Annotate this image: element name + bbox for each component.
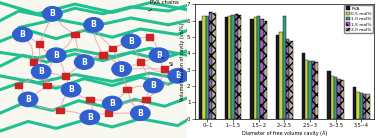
Text: PVA chains: PVA chains	[149, 0, 178, 11]
Bar	[209, 12, 212, 119]
Bar	[105, 110, 112, 116]
Bar	[56, 108, 64, 113]
Text: B: B	[25, 95, 31, 104]
Circle shape	[46, 48, 66, 62]
Text: B: B	[128, 37, 134, 46]
Bar	[142, 97, 150, 102]
Bar	[238, 15, 242, 119]
Bar	[334, 77, 338, 119]
Bar	[290, 41, 293, 119]
Bar	[331, 76, 334, 119]
Circle shape	[74, 55, 94, 69]
Text: B: B	[81, 58, 87, 67]
Text: B: B	[138, 109, 143, 118]
Bar	[312, 61, 315, 119]
Bar	[283, 16, 286, 119]
Circle shape	[19, 92, 38, 107]
Circle shape	[149, 48, 169, 62]
Bar	[254, 17, 257, 119]
Bar	[30, 59, 37, 65]
Bar	[43, 83, 51, 88]
Bar	[212, 13, 216, 119]
Bar	[235, 14, 238, 119]
Bar	[86, 97, 93, 102]
Bar	[286, 39, 290, 119]
Text: Si: Si	[161, 57, 173, 67]
Legend: PVA, 0.5 mol%, 1.0 mol%, 1.5 mol%, 2.0 mol%: PVA, 0.5 mol%, 1.0 mol%, 1.5 mol%, 2.0 m…	[344, 5, 373, 33]
Bar	[62, 73, 69, 79]
Bar	[257, 16, 260, 119]
Text: B: B	[150, 81, 156, 90]
Bar	[360, 93, 363, 119]
Circle shape	[102, 96, 122, 111]
Bar	[353, 87, 356, 119]
Bar	[206, 16, 209, 119]
Circle shape	[112, 62, 131, 76]
Circle shape	[131, 106, 150, 120]
Circle shape	[168, 69, 187, 83]
Text: B: B	[68, 85, 74, 94]
Circle shape	[43, 7, 62, 21]
Text: B: B	[175, 71, 181, 80]
Bar	[199, 21, 203, 119]
Bar	[356, 92, 360, 119]
Bar	[327, 71, 331, 119]
Text: B: B	[20, 30, 25, 39]
Bar	[251, 19, 254, 119]
Bar	[279, 32, 283, 119]
Circle shape	[61, 83, 81, 97]
Bar	[341, 80, 344, 119]
Bar	[124, 87, 131, 92]
Bar	[36, 41, 43, 47]
Text: B: B	[50, 9, 55, 18]
Circle shape	[80, 110, 99, 124]
Bar	[71, 32, 79, 37]
Bar	[264, 21, 267, 119]
Bar	[136, 59, 144, 65]
X-axis label: Diameter of free volume cavity (Å): Diameter of free volume cavity (Å)	[242, 130, 327, 136]
Bar	[276, 35, 279, 119]
Bar	[315, 62, 318, 119]
Y-axis label: Volume fraction of cavity (vol%): Volume fraction of cavity (vol%)	[180, 22, 185, 101]
Text: B: B	[109, 99, 115, 108]
Text: B: B	[91, 20, 96, 29]
Bar	[302, 53, 305, 119]
Text: B: B	[87, 113, 93, 122]
Circle shape	[144, 78, 163, 93]
Bar	[99, 52, 107, 58]
Bar	[225, 17, 228, 119]
Bar	[203, 16, 206, 119]
Bar	[305, 60, 308, 119]
Bar	[363, 94, 366, 119]
Text: B: B	[156, 51, 162, 60]
Bar	[231, 15, 235, 119]
Circle shape	[84, 18, 103, 32]
Circle shape	[13, 27, 32, 42]
Text: B: B	[119, 64, 124, 74]
Bar	[108, 46, 116, 51]
Circle shape	[121, 34, 141, 49]
Bar	[161, 66, 168, 72]
Bar	[308, 61, 312, 119]
Bar	[146, 34, 153, 40]
Bar	[338, 79, 341, 119]
Bar	[228, 16, 231, 119]
Text: B: B	[38, 67, 44, 76]
Bar	[15, 83, 22, 88]
Bar	[366, 94, 370, 119]
Circle shape	[31, 65, 51, 79]
Bar	[260, 19, 264, 119]
Text: B: B	[53, 51, 59, 60]
